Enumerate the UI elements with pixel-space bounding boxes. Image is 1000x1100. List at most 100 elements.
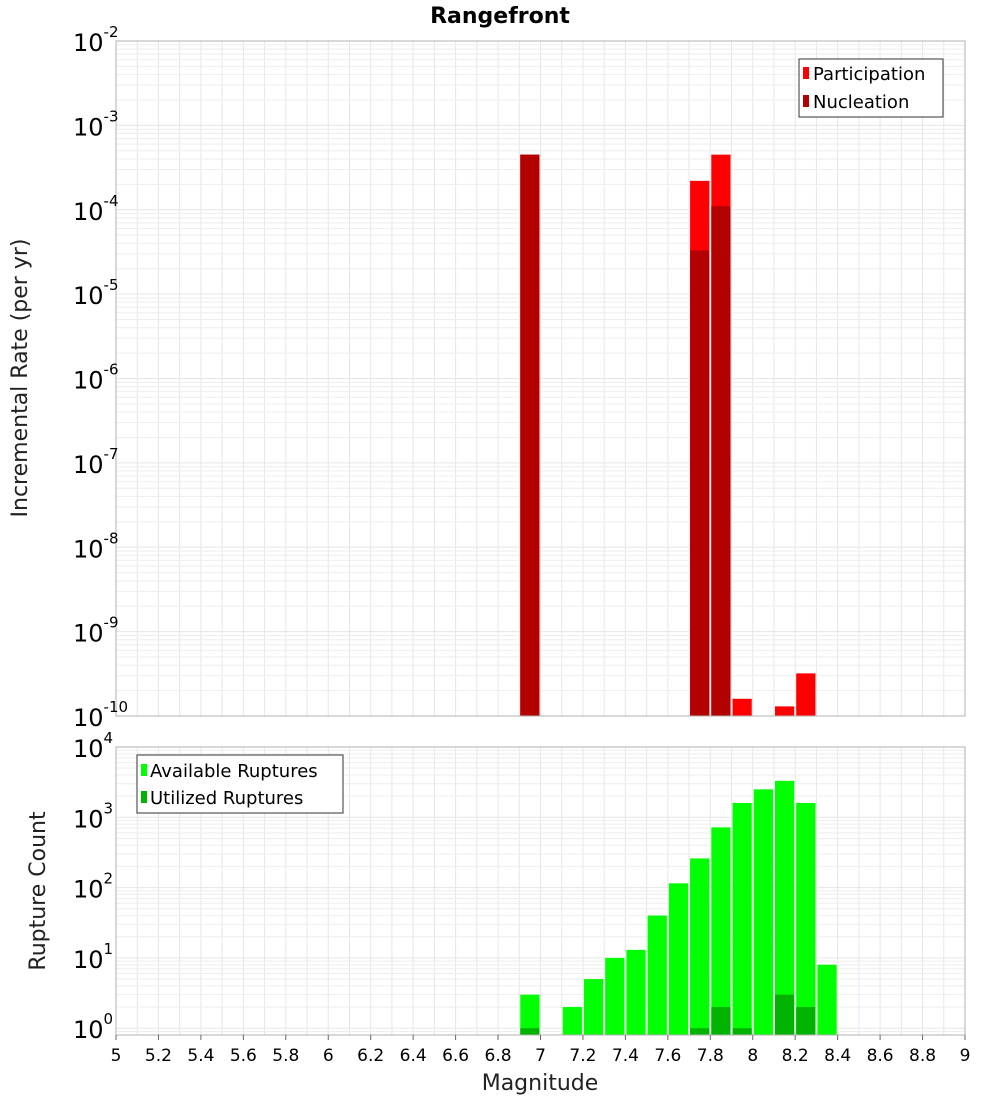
rate-plot-y-axis-label: Incremental Rate (per yr) <box>8 239 33 518</box>
bar-nucleation <box>520 154 540 716</box>
bar-utilized-ruptures <box>732 1028 752 1035</box>
y-tick-label: 100 <box>73 1010 113 1044</box>
legend-swatch-nucleation <box>803 95 809 107</box>
legend-box <box>136 754 344 814</box>
x-tick-label: 5.6 <box>230 1046 257 1066</box>
legend-label-nucleation: Nucleation <box>813 92 909 113</box>
y-tick-exponent: 1 <box>104 940 114 958</box>
bar-participation <box>774 706 795 716</box>
y-tick-exponent: -9 <box>104 614 119 632</box>
bar-utilized-ruptures <box>711 1007 731 1035</box>
bar-available-ruptures <box>774 780 795 1035</box>
y-tick-exponent: -2 <box>104 23 119 41</box>
y-tick-exponent: -3 <box>104 107 119 125</box>
bar-utilized-ruptures <box>690 1028 710 1035</box>
y-tick-label: 102 <box>73 870 113 904</box>
y-tick-exponent: 2 <box>104 870 114 888</box>
x-tick-label: 6.4 <box>400 1046 427 1066</box>
bar-utilized-ruptures <box>520 1028 540 1035</box>
y-tick-label: 10-5 <box>73 276 119 310</box>
bar-available-ruptures <box>817 964 837 1035</box>
x-tick-label: 8.6 <box>867 1046 894 1066</box>
y-tick-exponent: -5 <box>104 276 119 294</box>
y-tick-label: 104 <box>73 729 113 763</box>
x-tick-label: 8.4 <box>824 1046 851 1066</box>
y-tick-label: 10-9 <box>73 614 119 648</box>
bar-participation <box>732 698 752 716</box>
chart-title: Rangefront <box>430 4 570 29</box>
x-tick-label: 6.6 <box>442 1046 469 1066</box>
y-tick-label: 103 <box>73 799 113 833</box>
bar-nucleation <box>711 206 731 716</box>
bar-utilized-ruptures <box>774 994 795 1035</box>
bar-available-ruptures <box>647 915 667 1035</box>
x-tick-label: 6 <box>323 1046 334 1066</box>
x-tick-label: 5.2 <box>145 1046 172 1066</box>
y-tick-label: 10-8 <box>73 529 119 563</box>
bar-available-ruptures <box>562 1007 582 1035</box>
bar-available-ruptures <box>711 827 731 1035</box>
x-tick-label: 5.8 <box>272 1046 299 1066</box>
y-tick-exponent: -4 <box>104 192 119 210</box>
bar-available-ruptures <box>583 979 604 1035</box>
x-tick-label: 7.2 <box>569 1046 596 1066</box>
x-tick-label: 7.6 <box>654 1046 681 1066</box>
y-tick-label: 10-6 <box>73 361 119 395</box>
legend-swatch-utilized-ruptures <box>141 791 147 803</box>
legend-label-participation: Participation <box>813 64 925 85</box>
rate-plot-frame <box>115 40 966 717</box>
y-tick-label: 10-3 <box>73 107 119 141</box>
count-plot-y-axis-label: Rupture Count <box>26 811 51 971</box>
count-plot-x-ticks: 5 5.2 5.4 5.6 5.8 6 6.2 6.4 6.6 6.8 7 7.2 7.4 7.6 7.8 8… <box>111 1035 971 1066</box>
bar-participation <box>796 673 816 716</box>
rate-plot-legend: Participation Nucleation <box>798 58 944 118</box>
y-tick-label: 101 <box>73 940 113 974</box>
y-tick-exponent: -6 <box>104 361 119 379</box>
legend-swatch-participation <box>803 67 809 79</box>
y-tick-exponent: 3 <box>104 799 114 817</box>
rate-plot-bars <box>520 154 816 717</box>
legend-label-available-ruptures: Available Ruptures <box>150 761 318 782</box>
y-tick-label: 10-10 <box>73 698 128 732</box>
bar-available-ruptures <box>520 994 540 1035</box>
x-tick-label: 5 <box>111 1046 122 1066</box>
legend-label-utilized-ruptures: Utilized Ruptures <box>150 788 303 809</box>
x-tick-label: 6.8 <box>485 1046 512 1066</box>
x-tick-label: 8 <box>747 1046 758 1066</box>
count-plot-legend: Available Ruptures Utilized Ruptures <box>136 754 344 814</box>
y-tick-label: 10-7 <box>73 445 119 479</box>
x-tick-label: 9 <box>960 1046 971 1066</box>
bar-available-ruptures <box>796 802 816 1035</box>
y-tick-label: 10-4 <box>73 192 119 226</box>
bar-available-ruptures <box>732 802 752 1035</box>
bar-nucleation <box>690 250 710 717</box>
x-tick-label: 8.2 <box>782 1046 809 1066</box>
rate-plot-grid <box>115 41 966 717</box>
rate-plot: 10-10 10-9 10-8 10-7 10-6 10-5 10-4 10-3 10-2 Pa… <box>73 23 966 732</box>
bar-available-ruptures <box>690 858 710 1035</box>
count-plot-bars <box>520 780 837 1035</box>
bar-available-ruptures <box>626 949 646 1035</box>
bar-available-ruptures <box>753 789 773 1035</box>
x-tick-label: 7.8 <box>697 1046 724 1066</box>
legend-swatch-available-ruptures <box>141 764 147 776</box>
y-tick-exponent: -7 <box>104 445 119 463</box>
y-tick-exponent: -10 <box>104 698 129 716</box>
bar-available-ruptures <box>605 957 625 1035</box>
x-tick-label: 7 <box>535 1046 546 1066</box>
legend-box <box>798 58 944 118</box>
x-tick-label: 7.4 <box>612 1046 639 1066</box>
bar-utilized-ruptures <box>796 1007 816 1035</box>
y-tick-exponent: 4 <box>104 729 114 747</box>
x-axis-label: Magnitude <box>482 1071 599 1096</box>
x-tick-label: 8.8 <box>909 1046 936 1066</box>
bar-available-ruptures <box>668 883 689 1035</box>
x-tick-label: 5.4 <box>187 1046 214 1066</box>
x-tick-label: 6.2 <box>357 1046 384 1066</box>
y-tick-label: 10-2 <box>73 23 119 57</box>
y-tick-exponent: -8 <box>104 529 119 547</box>
y-tick-exponent: 0 <box>104 1010 114 1028</box>
